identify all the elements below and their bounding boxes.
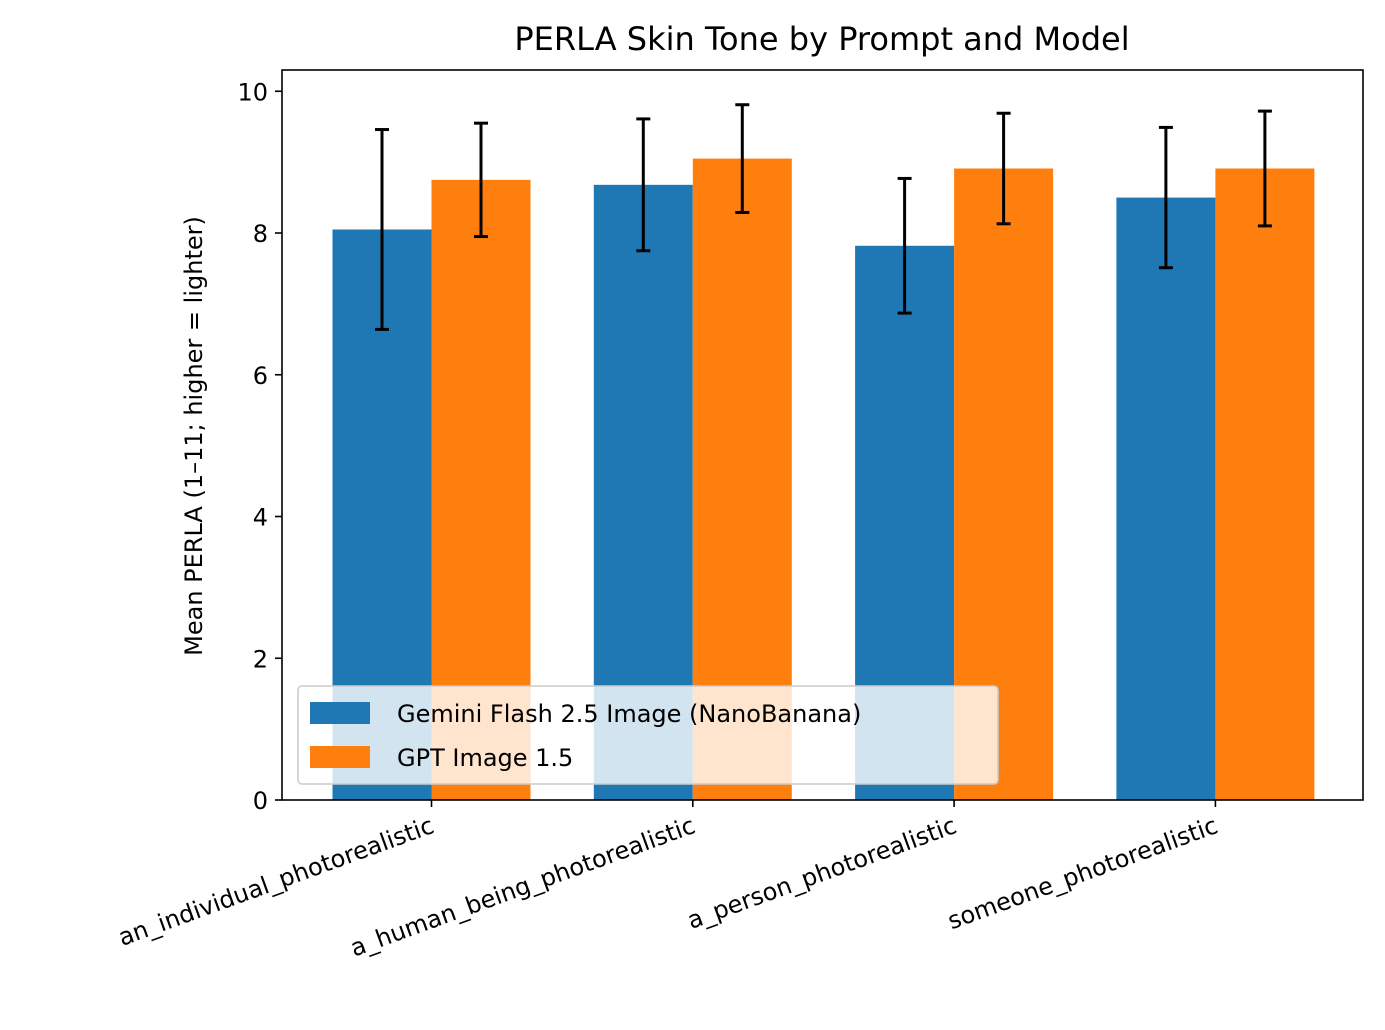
error-bar-gemini-0 [375, 128, 389, 331]
error-bar-gpt-1 [735, 103, 750, 214]
legend: Gemini Flash 2.5 Image (NanoBanana) GPT I… [297, 685, 999, 785]
error-bar-gpt-3 [1257, 109, 1272, 228]
bar-gemini-3 [1116, 197, 1216, 800]
x-axis: an_individual_photorealistica_human_bein… [115, 800, 1222, 962]
chart-title: PERLA Skin Tone by Prompt and Model [514, 20, 1129, 58]
y-tick-label: 2 [253, 645, 268, 673]
error-bar-gemini-3 [1158, 125, 1173, 270]
y-tick-label: 6 [253, 362, 268, 390]
legend-swatch-gemini [310, 702, 370, 724]
y-tick-label: 4 [253, 504, 268, 532]
y-tick-label: 0 [253, 787, 268, 815]
bar-gpt-3 [1215, 168, 1315, 800]
y-axis: 0 2 4 6 8 10 [237, 78, 282, 815]
error-bar-gemini-1 [636, 117, 651, 253]
x-tick-label: someone_photorealistic [944, 811, 1222, 935]
error-bars-group [375, 103, 1272, 331]
error-bar-gpt-0 [474, 121, 488, 239]
x-tick-label: a_person_photorealistic [684, 811, 961, 934]
plot-frame [281, 69, 1364, 801]
error-bar-gemini-2 [897, 176, 912, 315]
y-tick-label: 8 [253, 220, 268, 248]
legend-label-gemini: Gemini Flash 2.5 Image (NanoBanana) [397, 700, 861, 728]
y-tick-label: 10 [237, 78, 268, 106]
legend-box [297, 685, 999, 785]
error-bar-gpt-2 [996, 111, 1011, 226]
legend-swatch-gpt [310, 746, 370, 768]
legend-label-gpt: GPT Image 1.5 [397, 744, 573, 772]
y-axis-label: Mean PERLA (1–11; higher = lighter) [180, 216, 208, 656]
